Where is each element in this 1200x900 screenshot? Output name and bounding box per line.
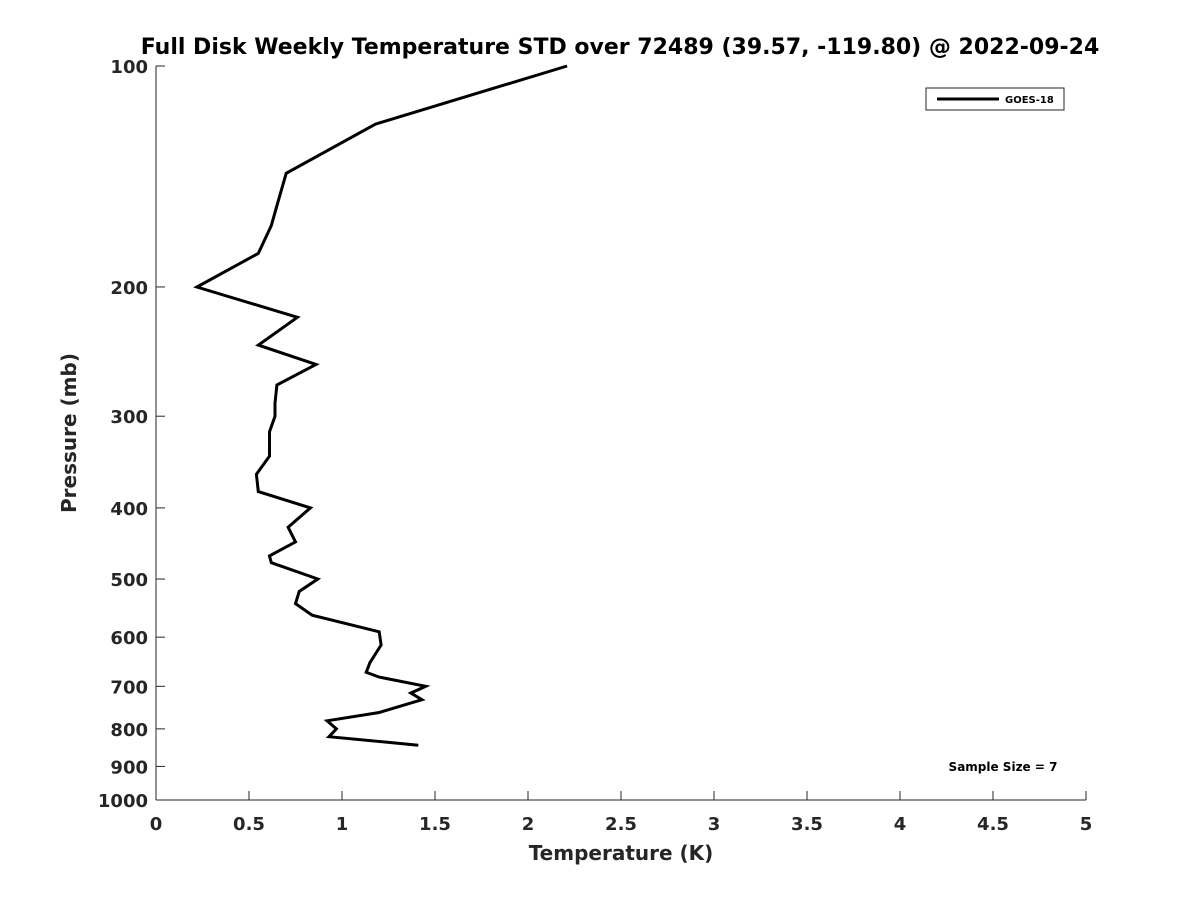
x-tick-label: 1 [336, 814, 349, 835]
x-axis-label: Temperature (K) [529, 841, 714, 865]
x-tick-label: 4 [894, 814, 907, 835]
y-tick-label: 400 [110, 499, 148, 520]
y-tick-label: 200 [110, 278, 148, 299]
x-axis-ticks: 0 0.5 1 1.5 2 2.5 3 3.5 4 4.5 5 [150, 791, 1093, 835]
x-tick-label: 1.5 [419, 814, 451, 835]
y-tick-label: 700 [110, 677, 148, 698]
x-tick-label: 0 [150, 814, 163, 835]
series-line-goes-18 [193, 64, 568, 747]
y-tick-label: 800 [110, 720, 148, 741]
series-layer [193, 64, 568, 747]
y-tick-label: 500 [110, 570, 148, 591]
y-tick-label: 600 [110, 628, 148, 649]
x-tick-label: 2 [522, 814, 535, 835]
x-tick-label: 0.5 [233, 814, 265, 835]
x-tick-label: 4.5 [977, 814, 1009, 835]
chart-title: Full Disk Weekly Temperature STD over 72… [141, 35, 1100, 60]
x-tick-label: 5 [1080, 814, 1093, 835]
legend-label-goes-18: GOES-18 [1005, 95, 1054, 106]
y-tick-label: 1000 [98, 791, 148, 812]
x-tick-label: 3 [708, 814, 721, 835]
y-tick-label: 300 [110, 407, 148, 428]
x-tick-label: 3.5 [791, 814, 823, 835]
legend: GOES-18 [925, 87, 1065, 111]
y-axis-label: Pressure (mb) [57, 353, 81, 513]
y-tick-label: 100 [110, 57, 148, 78]
y-tick-label: 900 [110, 757, 148, 778]
x-tick-label: 2.5 [605, 814, 637, 835]
sample-size-annotation: Sample Size = 7 [949, 760, 1058, 774]
y-axis-ticks: 100 200 300 400 500 600 700 800 900 1000 [98, 57, 165, 812]
